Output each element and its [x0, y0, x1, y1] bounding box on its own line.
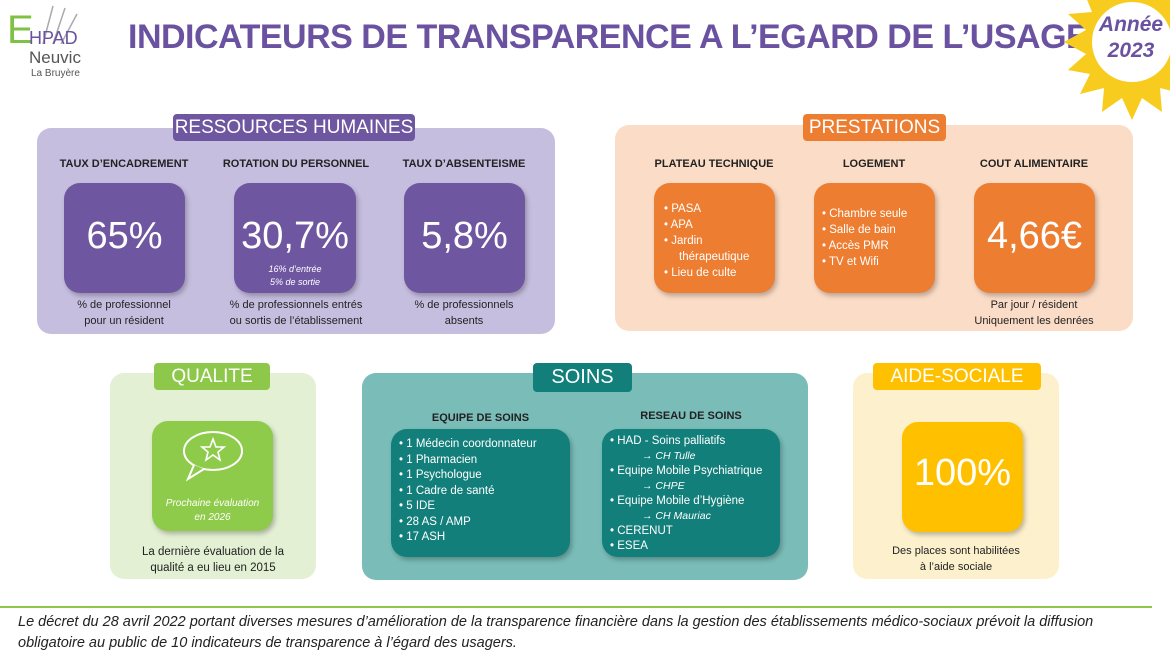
caption-line: à l’aide sociale — [919, 561, 993, 573]
list-item: Equipe Mobile d’Hygiène — [610, 494, 762, 509]
caption-line: ou sortis de l’établissement — [229, 315, 363, 327]
aide-box: 100% — [902, 422, 1023, 532]
star-speech-bubble-icon — [183, 431, 243, 482]
logo-hpad: HPAD — [29, 28, 78, 48]
soins-title: SOINS — [533, 363, 632, 392]
list-item: Chambre seule — [822, 206, 934, 222]
list-item: 17 ASH — [399, 530, 537, 546]
sun-icon — [1064, 0, 1170, 120]
rotation-entree: 16% d’entrée — [268, 264, 322, 274]
list-item: HAD - Soins palliatifs — [610, 434, 762, 449]
list-item: 1 Cadre de santé — [399, 484, 537, 500]
plateau-label: PLATEAU TECHNIQUE — [654, 158, 774, 170]
caption-line: % de professionnels — [414, 299, 514, 311]
logo-e: E — [7, 8, 34, 52]
rotation-sortie: 5% de sortie — [269, 277, 321, 287]
rh-box-rotation: 30,7% 16% d’entrée 5% de sortie — [234, 183, 356, 293]
caption-line: qualité a eu lieu en 2015 — [150, 562, 276, 574]
reseau-box: HAD - Soins palliatifs → CH Tulle Equipe… — [602, 429, 780, 557]
list-item: PASA — [664, 201, 772, 217]
caption-line: Des places sont habilitées — [892, 545, 1020, 557]
year-value: 2023 — [1107, 39, 1155, 62]
equipe-label: EQUIPE DE SOINS — [431, 412, 530, 424]
caption-line: Par jour / résident — [990, 299, 1078, 311]
list-item: Jardin thérapeutique — [664, 233, 772, 265]
logo: E HPAD Neuvic La Bruyère — [5, 4, 115, 84]
aide-value: 100% — [913, 452, 1012, 494]
list-item: 1 Pharmacien — [399, 453, 537, 469]
caption-line: % de professionnels entrés — [229, 299, 363, 311]
rh-title: RESSOURCES HUMAINES — [173, 114, 415, 141]
footer-text: Le décret du 28 avril 2022 portant diver… — [18, 614, 1094, 651]
divider — [0, 606, 1152, 608]
list-item: Accès PMR — [822, 238, 934, 254]
qualite-title: QUALITE — [154, 363, 270, 390]
encadrement-value: 65% — [86, 215, 163, 257]
cout-box: 4,66€ — [974, 183, 1095, 293]
caption-line: pour un résident — [84, 315, 164, 327]
cout-value: 4,66€ — [986, 215, 1083, 257]
logement-box: Chambre seule Salle de bain Accès PMR TV… — [814, 183, 935, 293]
list-item: 1 Médecin coordonnateur — [399, 437, 536, 453]
caption-line: La dernière évaluation de la — [142, 546, 284, 558]
equipe-box: 1 Médecin coordonnateur 1 Pharmacien 1 P… — [391, 429, 570, 557]
year-label: Année — [1098, 13, 1164, 36]
list-item: ESEA — [610, 539, 762, 554]
rh-label-rotation: ROTATION DU PERSONNEL — [222, 158, 370, 170]
list-item: CERENUT — [610, 524, 762, 539]
cout-label: COUT ALIMENTAIRE — [979, 158, 1089, 170]
page-title: INDICATEURS DE TRANSPARENCE A L’EGARD DE… — [128, 18, 1113, 56]
qualite-box-text: en 2026 — [194, 512, 231, 523]
rh-box-absenteisme: 5,8% — [404, 183, 525, 293]
qualite-box-text: Prochaine évaluation — [165, 498, 260, 509]
logement-label: LOGEMENT — [842, 158, 906, 170]
caption-line: % de professionnel — [77, 299, 171, 311]
rh-label-encadrement: TAUX D’ENCADREMENT — [59, 158, 189, 170]
rh-box-encadrement: 65% — [64, 183, 185, 293]
rh-label-absenteisme: TAUX D’ABSENTEISME — [402, 158, 526, 170]
absenteisme-value: 5,8% — [421, 215, 508, 257]
logo-la-bruyere: La Bruyère — [31, 68, 80, 79]
lavender-icon — [42, 5, 78, 44]
list-item: 5 IDE — [399, 499, 537, 515]
logo-neuvic: Neuvic — [29, 48, 81, 67]
caption-line: absents — [444, 315, 484, 327]
list-item-target: → CHPE — [642, 480, 685, 492]
qualite-box: Prochaine évaluation en 2026 — [152, 421, 273, 531]
list-item: APA — [664, 217, 772, 233]
list-item-target: → CH Mauriac — [642, 510, 711, 522]
list-item: TV et Wifi — [822, 254, 934, 270]
list-item: Salle de bain — [822, 222, 934, 238]
list-item: 28 AS / AMP — [399, 515, 537, 531]
rotation-value: 30,7% — [241, 215, 349, 257]
list-item: 1 Psychologue — [399, 468, 537, 484]
plateau-box: PASA APA Jardin thérapeutique Lieu de cu… — [654, 183, 775, 293]
list-item: Equipe Mobile Psychiatrique — [610, 464, 762, 479]
reseau-label: RESEAU DE SOINS — [640, 410, 742, 422]
prestations-title: PRESTATIONS — [803, 114, 946, 141]
list-item: Lieu de culte — [664, 265, 772, 281]
aide-title: AIDE-SOCIALE — [873, 363, 1041, 390]
list-item-target: → CH Tulle — [642, 450, 696, 462]
caption-line: Uniquement les denrées — [974, 315, 1094, 327]
